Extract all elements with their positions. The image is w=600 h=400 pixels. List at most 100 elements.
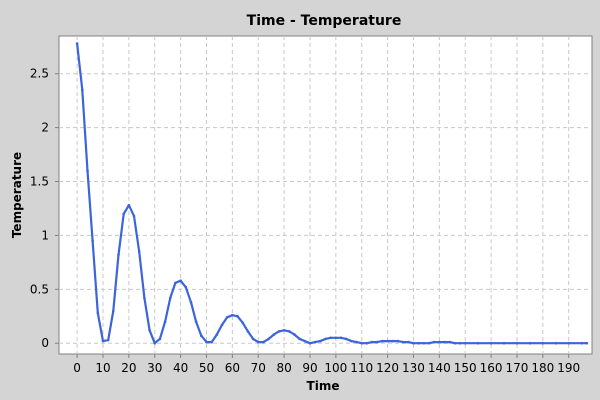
data-point (293, 333, 296, 336)
data-point (580, 341, 583, 345)
data-point (101, 339, 105, 343)
x-tick-label: 120 (376, 361, 399, 375)
data-point (344, 337, 348, 341)
data-point (205, 340, 208, 344)
data-point (106, 338, 110, 342)
data-point (288, 330, 291, 333)
data-point (251, 337, 255, 341)
data-point (432, 340, 436, 344)
data-point (319, 339, 322, 343)
y-tick-label: 1.5 (30, 175, 49, 189)
data-point (169, 296, 172, 300)
x-tick-label: 80 (276, 361, 291, 375)
y-tick-label: 0 (41, 336, 49, 350)
y-tick-label: 1 (41, 228, 49, 242)
x-tick-label: 190 (557, 361, 580, 375)
data-point (443, 340, 446, 344)
data-point (448, 340, 452, 344)
data-point (246, 330, 250, 333)
data-point (117, 253, 120, 257)
x-tick-label: 60 (225, 361, 240, 375)
data-point (567, 341, 570, 345)
data-point (365, 341, 369, 345)
x-tick-label: 20 (121, 361, 136, 375)
data-point (112, 309, 115, 313)
data-point (355, 340, 358, 344)
data-point (453, 341, 457, 345)
data-point (215, 333, 219, 336)
data-point (458, 341, 462, 345)
data-point (96, 311, 100, 315)
data-point (313, 340, 317, 344)
data-point (401, 340, 405, 344)
data-point (427, 341, 431, 345)
data-point (86, 169, 89, 172)
data-point (272, 333, 276, 336)
data-point (184, 285, 188, 289)
data-point (200, 334, 203, 338)
data-point (303, 339, 307, 343)
data-point (370, 340, 374, 344)
data-point (210, 340, 213, 344)
chart-title: Time - Temperature (247, 13, 402, 29)
data-point (262, 340, 265, 344)
data-point (91, 239, 94, 243)
data-point (75, 42, 79, 45)
data-point (163, 320, 167, 324)
data-point (412, 341, 415, 345)
data-point (220, 323, 224, 327)
data-point (350, 339, 353, 343)
axes: 0 10 20 30 40 50 60 70 80 90 100 110 120 130 140 150 160… (30, 67, 580, 375)
y-tick-label: 2.5 (30, 67, 49, 81)
plot-area (58, 35, 593, 355)
data-point (189, 301, 193, 304)
data-point (391, 339, 395, 343)
data-point (463, 341, 467, 345)
data-point (339, 336, 343, 340)
data-point (225, 316, 229, 319)
data-point (324, 337, 327, 341)
data-point (422, 341, 426, 345)
x-tick-label: 70 (251, 361, 266, 375)
data-point (282, 329, 286, 332)
data-point (241, 321, 244, 325)
y-tick-label: 0.5 (30, 282, 49, 296)
data-point (277, 330, 281, 333)
data-point (489, 341, 493, 345)
data-point (407, 340, 410, 344)
data-point (528, 341, 532, 345)
x-tick-label: 150 (454, 361, 477, 375)
data-point (541, 341, 545, 345)
data-point (174, 281, 177, 285)
x-tick-label: 130 (402, 361, 425, 375)
data-point (132, 214, 136, 218)
data-point (122, 212, 125, 216)
data-point (329, 336, 333, 340)
x-tick-label: 40 (173, 361, 188, 375)
x-tick-label: 100 (324, 361, 347, 375)
data-point (438, 340, 441, 344)
data-point (153, 341, 156, 345)
data-point (515, 341, 519, 345)
data-point (298, 337, 301, 341)
data-point (127, 203, 131, 207)
data-point (308, 341, 312, 345)
data-point (81, 88, 84, 92)
data-point (158, 337, 162, 341)
data-point (194, 320, 198, 324)
data-point (334, 336, 338, 340)
x-tick-label: 30 (147, 361, 162, 375)
data-point (381, 339, 384, 343)
data-point (417, 341, 420, 345)
data-point (179, 279, 182, 283)
data-point (386, 339, 389, 343)
x-tick-label: 140 (428, 361, 451, 375)
x-tick-label: 90 (302, 361, 317, 375)
data-point (396, 339, 400, 343)
x-axis-label: Time (307, 379, 340, 393)
x-tick-label: 160 (480, 361, 503, 375)
x-tick-label: 0 (73, 361, 81, 375)
x-tick-label: 170 (506, 361, 529, 375)
data-point (585, 341, 589, 345)
